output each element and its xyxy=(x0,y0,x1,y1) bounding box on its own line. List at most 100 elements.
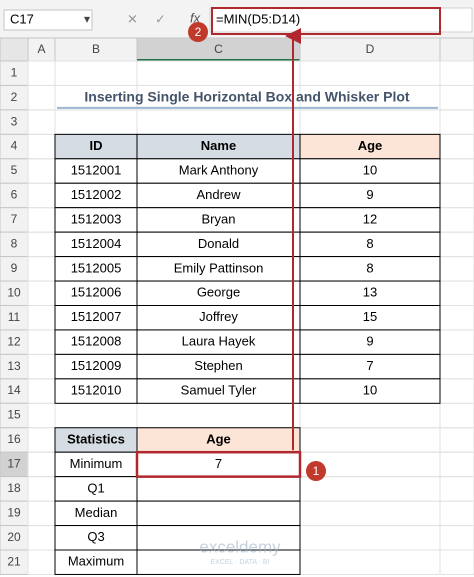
table-cell xyxy=(299,133,441,160)
formula-input[interactable] xyxy=(209,7,473,33)
name-box[interactable] xyxy=(3,9,93,31)
row-number: 12 xyxy=(7,334,21,348)
callout-number: 2 xyxy=(195,25,202,39)
callout-badge xyxy=(188,22,208,42)
row-number: 5 xyxy=(11,163,18,177)
formula-highlight xyxy=(211,7,441,35)
row-number: 4 xyxy=(11,139,18,153)
table-cell xyxy=(136,476,301,502)
row-header xyxy=(0,60,29,86)
cell-text: 8 xyxy=(366,236,373,251)
table-cell xyxy=(54,476,138,502)
table-cell xyxy=(136,280,301,306)
column-letter: D xyxy=(366,42,375,56)
row-header xyxy=(0,207,29,233)
cell-text: 1512010 xyxy=(71,383,122,398)
row-number: 17 xyxy=(7,457,21,471)
table-cell xyxy=(54,182,138,209)
cell-text: 1512004 xyxy=(71,236,122,251)
cell-text: 13 xyxy=(363,285,377,300)
row-header xyxy=(0,549,29,575)
corner xyxy=(0,37,29,62)
cell-text: 8 xyxy=(366,260,373,275)
column-letter: B xyxy=(92,42,100,56)
watermark-brand: exceldemy xyxy=(199,537,281,556)
row-number: 9 xyxy=(11,261,18,275)
row-number: 20 xyxy=(7,530,21,544)
cell-text: 15 xyxy=(363,309,377,324)
cell-text: 1512003 xyxy=(71,211,122,226)
name-box-text: C17 xyxy=(10,11,34,26)
fx-icon[interactable]: fx xyxy=(190,10,201,25)
cell-text: 12 xyxy=(363,211,377,226)
table-cell xyxy=(54,525,138,551)
row-number: 6 xyxy=(11,188,18,202)
row-header xyxy=(0,158,29,184)
row-number: 15 xyxy=(7,408,21,422)
table-cell xyxy=(299,353,441,380)
cell-text: 9 xyxy=(366,187,373,202)
row-header xyxy=(0,451,29,478)
row-number: 21 xyxy=(7,554,21,568)
table-cell xyxy=(136,378,301,404)
cell-text: Joffrey xyxy=(199,309,238,324)
cell-text: Age xyxy=(206,431,231,446)
cell-text: ID xyxy=(90,138,103,153)
cell-text: 1512009 xyxy=(71,358,122,373)
cell-text: Donald xyxy=(198,236,239,251)
row-number: 18 xyxy=(7,481,21,495)
table-cell xyxy=(136,133,301,160)
table-cell xyxy=(136,158,301,184)
table-cell xyxy=(54,256,138,282)
table-cell xyxy=(299,158,441,184)
cancel-icon[interactable]: ✕ xyxy=(127,11,138,26)
table-cell xyxy=(54,207,138,233)
name-box-dropdown: ▾ xyxy=(84,12,90,26)
cell-text: 1512005 xyxy=(71,260,122,275)
row-number: 1 xyxy=(11,65,18,79)
row-number: 3 xyxy=(11,114,18,128)
cell-text: 9 xyxy=(366,334,373,349)
cell-text: 10 xyxy=(363,162,377,177)
cell-text: 1512008 xyxy=(71,334,122,349)
cell-text: Bryan xyxy=(202,211,236,226)
cell-text: Minimum xyxy=(70,456,123,471)
cell-text: 1512006 xyxy=(71,285,122,300)
cell-text: Q3 xyxy=(87,529,104,544)
cell-text: Median xyxy=(75,505,118,520)
row-number: 19 xyxy=(7,505,21,519)
cell-text: 1512007 xyxy=(71,309,122,324)
watermark-tagline: EXCEL · DATA · BI xyxy=(211,559,270,566)
cell-text: George xyxy=(197,285,240,300)
table-cell xyxy=(136,500,301,527)
row-header xyxy=(0,182,29,209)
cell-text: 7 xyxy=(215,456,222,471)
row-number: 13 xyxy=(7,359,21,373)
cell-text: 10 xyxy=(363,383,377,398)
callout-number: 1 xyxy=(313,464,320,478)
row-number: 8 xyxy=(11,237,18,251)
active-cell xyxy=(135,450,302,478)
cell-text: Mark Anthony xyxy=(179,162,259,177)
row-number: 7 xyxy=(11,212,18,226)
row-number: 11 xyxy=(8,310,21,324)
cell-text: Statistics xyxy=(67,431,125,446)
row-number: 2 xyxy=(11,90,18,104)
row-number: 16 xyxy=(7,432,21,446)
row-header xyxy=(0,525,29,551)
table-cell xyxy=(54,353,138,380)
row-header xyxy=(0,109,29,135)
cell-text: Age xyxy=(358,138,383,153)
table-cell xyxy=(299,256,441,282)
enter-icon[interactable]: ✓ xyxy=(155,11,166,26)
row-number: 14 xyxy=(7,383,21,397)
table-cell xyxy=(136,549,301,575)
table-cell xyxy=(299,231,441,258)
cell-text: Name xyxy=(201,138,236,153)
cell-text: Stephen xyxy=(194,358,242,373)
column-letter: A xyxy=(37,42,45,56)
cell xyxy=(439,549,474,575)
cell-text: 1512002 xyxy=(71,187,122,202)
table-cell xyxy=(136,525,301,551)
